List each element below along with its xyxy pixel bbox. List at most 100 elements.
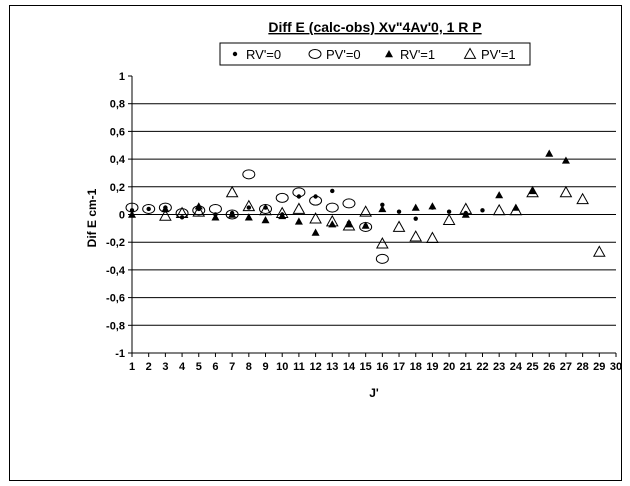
data-point-series-0: [146, 206, 151, 212]
x-tick-label: 15: [360, 361, 372, 373]
x-tick-label: 21: [460, 361, 472, 373]
x-axis-label: J': [369, 386, 379, 400]
y-tick-label: 0,4: [110, 154, 126, 166]
data-point-series-2: [294, 217, 303, 225]
data-point-series-3: [259, 203, 272, 216]
data-point-series-2: [495, 191, 504, 199]
x-tick-label: 28: [576, 361, 588, 373]
data-point-series-2: [361, 221, 370, 229]
data-point-series-3: [576, 192, 589, 205]
data-point-series-2: [261, 216, 270, 224]
x-tick-label: 10: [276, 361, 288, 373]
x-tick-label: 7: [229, 361, 235, 373]
data-point-series-3: [159, 209, 172, 221]
scatter-chart: Diff E (calc-obs) Xv"4Av'0, 1 R P RV'=0 P…: [85, 19, 622, 400]
data-point-series-3: [526, 185, 539, 198]
legend-marker-3: [463, 47, 477, 59]
data-point-series-3: [175, 206, 189, 219]
data-point-series-2: [344, 220, 353, 228]
x-tick-label: 19: [426, 361, 438, 373]
x-tick-label: 8: [246, 361, 252, 373]
x-tick-label: 2: [146, 361, 152, 373]
x-tick-label: 27: [560, 361, 572, 373]
grid-lines: [132, 103, 616, 326]
tick-labels: 10,80,60,40,20-0,2-0,4-0,6-0,8-11 2 3 4 5 6 7 8…: [106, 71, 622, 373]
data-point-series-0: [396, 209, 402, 214]
y-tick-label: -0,8: [106, 320, 125, 332]
data-point-series-3: [559, 185, 573, 198]
data-point-series-2: [561, 156, 570, 164]
legend-label-1: PV'=0: [326, 47, 361, 62]
data-point-series-3: [309, 212, 322, 224]
x-tick-label: 11: [293, 361, 305, 373]
data-point-series-2: [461, 210, 470, 218]
x-tick-label: 14: [343, 361, 356, 373]
data-point-series-1: [325, 202, 339, 213]
x-tick-label: 13: [326, 361, 338, 373]
data-point-series-1: [242, 169, 256, 180]
x-tick-label: 1: [129, 361, 135, 373]
legend: RV'=0 PV'=0 RV'=1 PV'=1: [219, 42, 531, 66]
data-point-series-3: [492, 203, 506, 216]
y-axis-label: Dif E cm-1: [85, 188, 99, 247]
data-point-series-3: [275, 206, 289, 219]
x-tick-label: 3: [162, 361, 168, 373]
legend-marker-1: [308, 49, 322, 59]
legend-label-0: RV'=0: [246, 47, 281, 62]
data-point-series-3: [459, 202, 473, 214]
x-tick-label: 6: [212, 361, 218, 373]
data-point-series-3: [292, 202, 306, 214]
x-tick-label: 5: [196, 361, 202, 373]
data-point-series-1: [309, 195, 323, 206]
data-point-series-1: [292, 187, 306, 198]
x-tick-label: 9: [262, 361, 268, 373]
chart-frame: Diff E (calc-obs) Xv"4Av'0, 1 R P RV'=0 P…: [9, 5, 622, 481]
data-point-series-1: [342, 198, 356, 209]
data-point-series-0: [380, 202, 385, 208]
data-point-series-2: [378, 204, 387, 213]
data-point-series-1: [275, 192, 289, 203]
y-tick-label: 0: [119, 210, 125, 222]
data-point-series-3: [442, 213, 456, 225]
data-points: [125, 149, 606, 264]
data-point-series-3: [592, 245, 606, 257]
data-point-series-2: [228, 210, 237, 218]
x-tick-label: 4: [179, 361, 186, 373]
data-point-series-2: [545, 149, 554, 157]
legend-marker-0: [232, 51, 238, 57]
x-tick-label: 23: [493, 361, 505, 373]
x-tick-label: 29: [593, 361, 605, 373]
legend-label-3: PV'=1: [481, 47, 516, 62]
data-point-series-3: [325, 214, 339, 227]
data-point-series-3: [392, 220, 406, 232]
y-tick-label: 0,8: [110, 99, 125, 111]
data-point-series-1: [208, 203, 222, 214]
chart-title: Diff E (calc-obs) Xv"4Av'0, 1 R P: [268, 19, 481, 35]
data-point-series-3: [426, 231, 439, 243]
legend-box: [219, 42, 531, 66]
data-point-series-0: [246, 205, 252, 210]
legend-label-2: RV'=1: [400, 47, 435, 62]
data-point-series-1: [375, 253, 389, 264]
data-point-series-2: [411, 203, 420, 211]
data-point-series-2: [244, 213, 253, 221]
y-tick-label: 0,2: [110, 182, 125, 194]
y-tick-label: 0,6: [110, 126, 125, 138]
x-tick-label: 20: [443, 361, 455, 373]
data-point-series-3: [225, 185, 239, 198]
data-point-series-2: [311, 228, 320, 236]
data-point-series-2: [528, 186, 537, 195]
data-point-series-2: [428, 202, 437, 210]
data-point-series-3: [409, 230, 423, 242]
y-tick-label: 1: [119, 71, 125, 83]
x-tick-label: 25: [526, 361, 538, 373]
data-point-series-2: [161, 204, 170, 213]
x-tick-label: 16: [376, 361, 388, 373]
y-tick-label: -1: [115, 348, 125, 360]
data-point-series-1: [225, 209, 239, 220]
x-tick-label: 30: [610, 361, 622, 373]
x-tick-label: 24: [510, 361, 523, 373]
data-point-series-0: [413, 216, 418, 221]
data-point-series-0: [129, 208, 135, 213]
data-point-series-3: [375, 237, 389, 249]
